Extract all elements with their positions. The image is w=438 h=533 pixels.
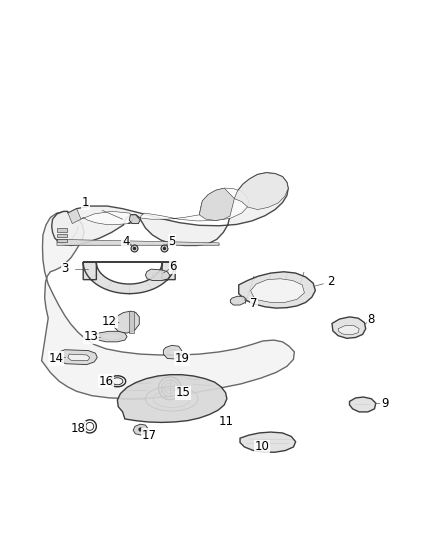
Polygon shape xyxy=(83,262,175,294)
Polygon shape xyxy=(117,375,227,423)
Polygon shape xyxy=(199,188,234,221)
Text: 17: 17 xyxy=(141,429,156,442)
Polygon shape xyxy=(234,173,288,209)
Polygon shape xyxy=(129,311,134,333)
Text: 19: 19 xyxy=(174,352,189,365)
Polygon shape xyxy=(95,332,127,342)
Text: 4: 4 xyxy=(122,235,130,248)
Text: 7: 7 xyxy=(250,297,258,310)
Polygon shape xyxy=(68,209,81,223)
Polygon shape xyxy=(81,188,249,224)
Text: 13: 13 xyxy=(84,330,99,343)
Text: 14: 14 xyxy=(49,352,64,365)
Polygon shape xyxy=(57,239,219,246)
Text: 11: 11 xyxy=(219,416,233,429)
Polygon shape xyxy=(251,279,304,302)
Polygon shape xyxy=(114,311,139,333)
Text: 1: 1 xyxy=(81,197,89,209)
Text: 18: 18 xyxy=(71,422,85,435)
Polygon shape xyxy=(57,229,67,232)
Text: 10: 10 xyxy=(254,440,269,454)
Text: 6: 6 xyxy=(169,260,177,273)
Polygon shape xyxy=(350,397,376,412)
Polygon shape xyxy=(163,345,182,359)
Text: 9: 9 xyxy=(381,397,389,410)
Text: 2: 2 xyxy=(327,276,335,288)
Polygon shape xyxy=(57,239,67,243)
Polygon shape xyxy=(240,432,296,452)
Text: 8: 8 xyxy=(368,313,375,326)
Polygon shape xyxy=(145,269,170,280)
Text: 3: 3 xyxy=(61,262,68,275)
Text: 5: 5 xyxy=(169,235,176,248)
Text: 16: 16 xyxy=(99,375,113,387)
Text: 12: 12 xyxy=(102,315,117,328)
Polygon shape xyxy=(129,215,140,223)
Polygon shape xyxy=(230,296,246,305)
Polygon shape xyxy=(58,350,97,365)
Polygon shape xyxy=(68,354,90,361)
Text: 15: 15 xyxy=(176,386,191,399)
Polygon shape xyxy=(338,326,359,335)
Polygon shape xyxy=(42,212,294,399)
Polygon shape xyxy=(332,317,366,338)
Polygon shape xyxy=(133,424,148,435)
Polygon shape xyxy=(239,272,315,308)
Polygon shape xyxy=(57,233,67,237)
Polygon shape xyxy=(52,173,288,246)
